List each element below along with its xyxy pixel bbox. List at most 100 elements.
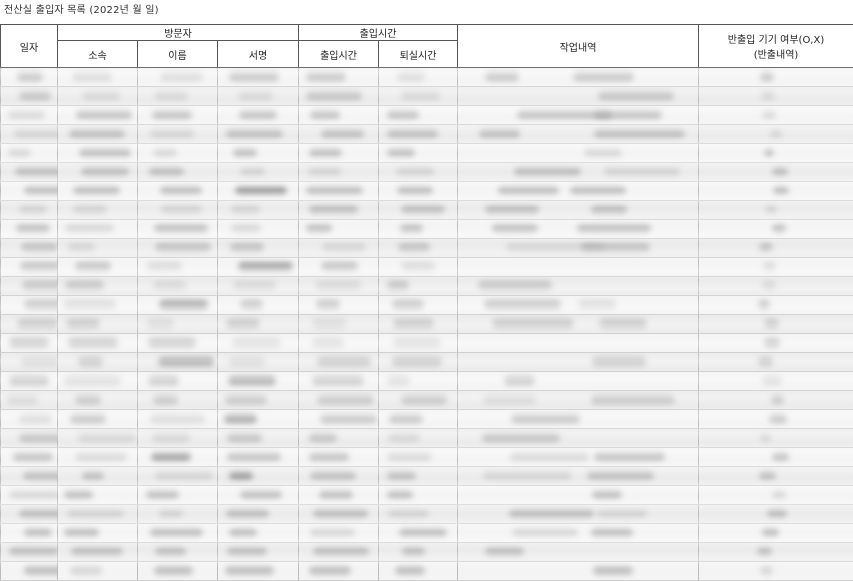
handwriting-smudge — [230, 243, 264, 252]
cell-name — [138, 467, 218, 486]
cell-name — [138, 258, 218, 277]
handwriting-smudge — [312, 376, 364, 385]
cell-signature — [218, 315, 299, 334]
handwriting-smudge — [485, 205, 539, 214]
cell-time-in — [299, 467, 379, 486]
handwriting-smudge — [154, 91, 188, 100]
handwriting-smudge — [764, 319, 779, 328]
handwriting-smudge — [310, 110, 341, 119]
cell-carry — [699, 220, 853, 239]
handwriting-smudge — [67, 509, 124, 518]
cell-name — [138, 391, 218, 410]
handwriting-smudge — [70, 414, 106, 423]
handwriting-smudge — [771, 395, 783, 404]
cell-time-in — [299, 562, 379, 581]
handwriting-smudge — [229, 357, 265, 366]
handwriting-smudge — [400, 224, 423, 233]
cell-carry — [699, 106, 853, 125]
cell-signature — [218, 68, 299, 87]
table-row — [1, 144, 853, 163]
handwriting-smudge — [321, 129, 364, 138]
cell-carry — [699, 296, 853, 315]
cell-work — [458, 391, 699, 410]
cell-signature — [218, 220, 299, 239]
cell-name — [138, 448, 218, 467]
handwriting-smudge — [155, 547, 186, 556]
cell-time-in — [299, 543, 379, 562]
table-row — [1, 372, 853, 391]
cell-org — [58, 296, 138, 315]
cell-signature — [218, 562, 299, 581]
cell-time-in — [299, 353, 379, 372]
handwriting-smudge — [320, 414, 377, 423]
cell-date — [1, 239, 58, 258]
cell-signature — [218, 524, 299, 543]
handwriting-smudge — [158, 357, 213, 366]
cell-org — [58, 125, 138, 144]
cell-signature — [218, 353, 299, 372]
handwriting-smudge — [155, 243, 212, 252]
table-row — [1, 315, 853, 334]
table-row — [1, 410, 853, 429]
handwriting-smudge — [492, 319, 574, 328]
handwriting-smudge — [19, 91, 51, 100]
cell-date — [1, 201, 58, 220]
cell-org — [58, 315, 138, 334]
handwriting-smudge — [759, 471, 776, 480]
handwriting-smudge — [65, 281, 104, 290]
handwriting-smudge — [64, 528, 98, 537]
handwriting-smudge — [16, 224, 50, 233]
handwriting-smudge — [306, 224, 333, 233]
handwriting-smudge — [483, 395, 536, 404]
cell-name — [138, 562, 218, 581]
cell-date — [1, 562, 58, 581]
handwriting-smudge — [769, 414, 787, 423]
visitor-log-table: 일자 방문자 출입시간 작업내역 반출입 기기 여부(O,X) (반출내역) 소… — [0, 24, 853, 581]
cell-time-out — [379, 372, 458, 391]
cell-date — [1, 87, 58, 106]
header-org: 소속 — [58, 41, 138, 68]
cell-name — [138, 543, 218, 562]
handwriting-smudge — [604, 167, 680, 176]
cell-time-in — [299, 505, 379, 524]
cell-time-in — [299, 429, 379, 448]
handwriting-smudge — [401, 91, 440, 100]
cell-signature — [218, 163, 299, 182]
cell-name — [138, 220, 218, 239]
handwriting-smudge — [594, 129, 685, 138]
handwriting-smudge — [64, 490, 93, 499]
handwriting-smudge — [240, 490, 282, 499]
cell-time-in — [299, 486, 379, 505]
table-row — [1, 391, 853, 410]
cell-name — [138, 163, 218, 182]
handwriting-smudge — [82, 91, 120, 100]
cell-name — [138, 182, 218, 201]
cell-work — [458, 486, 699, 505]
handwriting-smudge — [65, 224, 114, 233]
handwriting-smudge — [15, 167, 57, 176]
handwriting-smudge — [224, 414, 257, 423]
cell-org — [58, 543, 138, 562]
cell-carry — [699, 543, 853, 562]
cell-signature — [218, 296, 299, 315]
handwriting-smudge — [8, 148, 31, 157]
cell-work — [458, 334, 699, 353]
handwriting-smudge — [75, 395, 101, 404]
table-row — [1, 239, 853, 258]
handwriting-smudge — [19, 509, 58, 518]
cell-time-in — [299, 334, 379, 353]
header-time-in: 출입시간 — [299, 41, 379, 68]
handwriting-smudge — [763, 262, 776, 271]
table-row — [1, 106, 853, 125]
cell-date — [1, 106, 58, 125]
handwriting-smudge — [478, 281, 551, 290]
handwriting-smudge — [765, 205, 778, 214]
cell-time-in — [299, 87, 379, 106]
handwriting-smudge — [70, 566, 102, 575]
cell-name — [138, 505, 218, 524]
cell-name — [138, 353, 218, 372]
cell-time-out — [379, 315, 458, 334]
table-row — [1, 68, 853, 87]
handwriting-smudge — [317, 395, 373, 404]
handwriting-smudge — [24, 528, 53, 537]
